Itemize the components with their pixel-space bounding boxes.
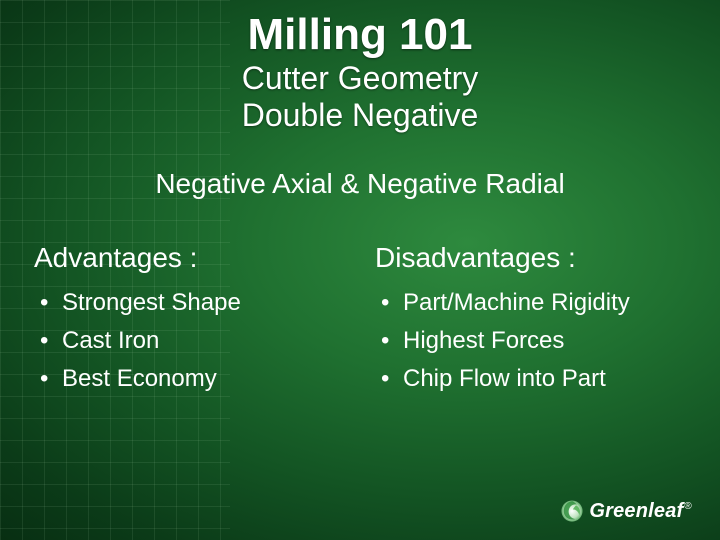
slide-subtitle-line1: Cutter Geometry: [30, 60, 690, 97]
list-item: Chip Flow into Part: [379, 364, 686, 394]
logo-registered: ®: [684, 501, 692, 512]
logo: Greenleaf®: [553, 494, 702, 528]
section-heading: Negative Axial & Negative Radial: [30, 168, 690, 200]
logo-name: Greenleaf: [589, 500, 683, 522]
slide-content: Milling 101 Cutter Geometry Double Negat…: [0, 0, 720, 540]
advantages-column: Advantages : Strongest Shape Cast Iron B…: [34, 242, 345, 402]
leaf-swirl-icon: [559, 498, 585, 524]
logo-text: Greenleaf®: [589, 500, 692, 523]
advantages-heading: Advantages :: [34, 242, 345, 274]
slide-title: Milling 101: [30, 10, 690, 60]
advantages-list: Strongest Shape Cast Iron Best Economy: [34, 288, 345, 394]
disadvantages-heading: Disadvantages :: [375, 242, 686, 274]
list-item: Strongest Shape: [38, 288, 345, 318]
list-item: Part/Machine Rigidity: [379, 288, 686, 318]
list-item: Cast Iron: [38, 326, 345, 356]
disadvantages-list: Part/Machine Rigidity Highest Forces Chi…: [375, 288, 686, 394]
list-item: Best Economy: [38, 364, 345, 394]
columns: Advantages : Strongest Shape Cast Iron B…: [30, 242, 690, 402]
list-item: Highest Forces: [379, 326, 686, 356]
slide-subtitle-line2: Double Negative: [30, 97, 690, 134]
disadvantages-column: Disadvantages : Part/Machine Rigidity Hi…: [375, 242, 686, 402]
